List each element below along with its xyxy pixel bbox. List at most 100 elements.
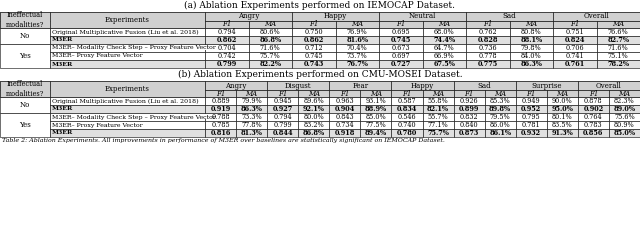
Bar — [466, 52, 509, 60]
Text: 0.751: 0.751 — [565, 28, 584, 36]
Bar — [330, 97, 360, 105]
Bar — [516, 90, 547, 97]
Text: 0.745: 0.745 — [390, 36, 411, 44]
Bar — [609, 97, 640, 105]
Text: 0.873: 0.873 — [459, 129, 479, 137]
Text: 0.783: 0.783 — [584, 121, 603, 129]
Text: 0.862: 0.862 — [303, 36, 324, 44]
Bar — [422, 97, 454, 105]
Text: Happy: Happy — [411, 82, 434, 89]
Text: 0.745: 0.745 — [305, 52, 323, 60]
Bar — [0, 44, 50, 68]
Bar — [454, 121, 484, 129]
Text: Ineffectual
modalities?: Ineffectual modalities? — [6, 11, 44, 29]
Text: 0.918: 0.918 — [335, 129, 355, 137]
Bar — [422, 129, 454, 137]
Bar — [50, 28, 205, 36]
Text: M3ER: M3ER — [52, 62, 73, 66]
Bar — [298, 105, 330, 113]
Bar — [330, 90, 360, 97]
Bar — [609, 129, 640, 137]
Text: M3ER– Modality Check Step – Proxy Feature Vector: M3ER– Modality Check Step – Proxy Featur… — [52, 45, 216, 50]
Text: F1: F1 — [278, 89, 287, 98]
Bar — [298, 129, 330, 137]
Bar — [484, 90, 516, 97]
Text: 55.8%: 55.8% — [428, 97, 449, 105]
Text: MA: MA — [370, 89, 382, 98]
Text: Yes: Yes — [19, 121, 31, 129]
Text: M3ER: M3ER — [52, 106, 73, 111]
Bar — [509, 21, 553, 28]
Text: 88.9%: 88.9% — [365, 105, 387, 113]
Text: 77.8%: 77.8% — [241, 121, 262, 129]
Text: 75.7%: 75.7% — [260, 52, 280, 60]
Bar — [516, 97, 547, 105]
Text: 82.7%: 82.7% — [607, 36, 629, 44]
Text: 85.3%: 85.3% — [490, 97, 511, 105]
Bar — [553, 52, 596, 60]
Text: M3ER– Proxy Feature Vector: M3ER– Proxy Feature Vector — [52, 123, 143, 127]
Text: 89.8%: 89.8% — [489, 105, 511, 113]
Bar — [516, 113, 547, 121]
Text: M3ER– Modality Check Step – Proxy Feature Vector: M3ER– Modality Check Step – Proxy Featur… — [52, 115, 216, 120]
Bar — [248, 21, 292, 28]
Text: MA: MA — [612, 21, 624, 28]
Text: 0.945: 0.945 — [273, 97, 292, 105]
Text: 89.4%: 89.4% — [365, 129, 387, 137]
Text: Experiments: Experiments — [105, 85, 150, 93]
Bar — [578, 129, 609, 137]
Text: 0.736: 0.736 — [479, 44, 497, 52]
Text: Overall: Overall — [584, 13, 609, 21]
Bar — [50, 60, 205, 68]
Text: 0.862: 0.862 — [216, 36, 237, 44]
Text: Neutral: Neutral — [409, 13, 436, 21]
Text: 0.712: 0.712 — [305, 44, 323, 52]
Bar — [248, 52, 292, 60]
Text: 0.587: 0.587 — [397, 97, 416, 105]
Text: MA: MA — [264, 21, 276, 28]
Bar — [360, 105, 392, 113]
Text: Yes: Yes — [19, 52, 31, 60]
Bar — [292, 52, 335, 60]
Bar — [466, 28, 509, 36]
Text: Fear: Fear — [352, 82, 369, 89]
Bar — [248, 36, 292, 44]
Text: MA: MA — [494, 89, 506, 98]
Bar — [578, 105, 609, 113]
Bar — [360, 121, 392, 129]
Bar — [596, 21, 640, 28]
Text: 0.844: 0.844 — [273, 129, 293, 137]
Bar — [0, 28, 50, 44]
Text: Original Multiplicative Fusion (Liu et al. 2018): Original Multiplicative Fusion (Liu et a… — [52, 29, 198, 35]
Bar — [454, 105, 484, 113]
Text: 91.3%: 91.3% — [552, 129, 573, 137]
Bar — [553, 36, 596, 44]
Text: F1: F1 — [589, 89, 598, 98]
Text: 0.919: 0.919 — [211, 105, 230, 113]
Text: 75.6%: 75.6% — [614, 113, 635, 121]
Text: 0.697: 0.697 — [392, 52, 410, 60]
Bar — [0, 113, 50, 137]
Text: 86.3%: 86.3% — [520, 60, 542, 68]
Text: 80.1%: 80.1% — [552, 113, 573, 121]
Text: 0.927: 0.927 — [273, 105, 293, 113]
Text: 86.3%: 86.3% — [241, 105, 262, 113]
Text: 82.2%: 82.2% — [259, 60, 281, 68]
Text: 0.742: 0.742 — [218, 52, 236, 60]
Text: 73.7%: 73.7% — [347, 52, 367, 60]
Bar — [454, 97, 484, 105]
Text: MA: MA — [438, 21, 451, 28]
Bar — [392, 129, 422, 137]
Bar — [360, 90, 392, 97]
Bar — [205, 129, 236, 137]
Bar — [360, 97, 392, 105]
Bar — [454, 129, 484, 137]
Text: 68.0%: 68.0% — [434, 28, 454, 36]
Bar — [50, 44, 205, 52]
Text: 0.785: 0.785 — [211, 121, 230, 129]
Bar — [553, 60, 596, 68]
Text: 88.1%: 88.1% — [520, 36, 542, 44]
Text: F1: F1 — [309, 21, 319, 28]
Bar — [422, 105, 454, 113]
Text: 81.3%: 81.3% — [241, 129, 262, 137]
